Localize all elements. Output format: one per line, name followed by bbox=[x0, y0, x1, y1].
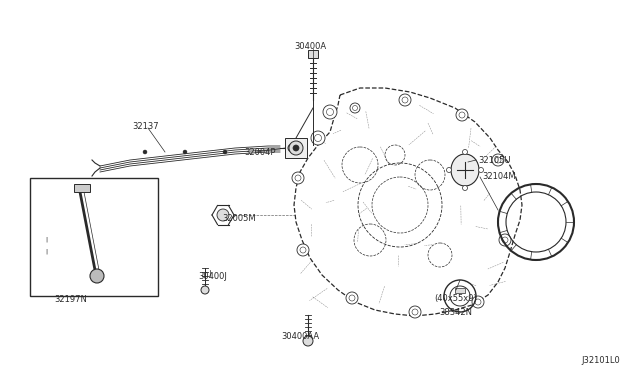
Circle shape bbox=[201, 286, 209, 294]
Text: 32197N: 32197N bbox=[54, 295, 87, 304]
Text: 32104M: 32104M bbox=[482, 172, 516, 181]
Circle shape bbox=[143, 150, 147, 154]
Circle shape bbox=[409, 306, 421, 318]
Bar bbox=[455, 288, 465, 293]
Circle shape bbox=[303, 336, 313, 346]
Circle shape bbox=[463, 150, 467, 154]
Text: 32005M: 32005M bbox=[222, 214, 255, 223]
Circle shape bbox=[90, 269, 104, 283]
Circle shape bbox=[463, 186, 467, 190]
Text: 30400AA: 30400AA bbox=[281, 332, 319, 341]
Circle shape bbox=[479, 167, 483, 173]
Bar bbox=[74, 184, 90, 192]
Circle shape bbox=[288, 144, 296, 152]
Circle shape bbox=[223, 150, 227, 154]
Circle shape bbox=[289, 141, 303, 155]
Ellipse shape bbox=[451, 154, 479, 186]
Bar bbox=[30, 178, 158, 296]
Circle shape bbox=[217, 209, 229, 221]
Text: |: | bbox=[42, 248, 48, 253]
Circle shape bbox=[297, 244, 309, 256]
Text: (40x55x9): (40x55x9) bbox=[435, 294, 477, 303]
Circle shape bbox=[492, 154, 504, 166]
Bar bbox=[308, 50, 318, 58]
Text: 38342N: 38342N bbox=[440, 308, 472, 317]
Text: J32101L0: J32101L0 bbox=[581, 356, 620, 365]
Circle shape bbox=[399, 94, 411, 106]
Text: 32004P: 32004P bbox=[244, 148, 275, 157]
Circle shape bbox=[323, 105, 337, 119]
Circle shape bbox=[293, 145, 299, 151]
Text: 30400J: 30400J bbox=[198, 272, 227, 281]
Text: 30400A: 30400A bbox=[294, 42, 326, 51]
Circle shape bbox=[456, 109, 468, 121]
Circle shape bbox=[292, 172, 304, 184]
Text: 32105U: 32105U bbox=[478, 156, 511, 165]
Text: 32137: 32137 bbox=[132, 122, 159, 131]
Circle shape bbox=[183, 150, 187, 154]
Circle shape bbox=[311, 131, 325, 145]
Bar bbox=[285, 138, 307, 158]
Circle shape bbox=[499, 234, 511, 246]
Circle shape bbox=[447, 167, 451, 173]
Circle shape bbox=[346, 292, 358, 304]
Circle shape bbox=[472, 296, 484, 308]
Circle shape bbox=[350, 103, 360, 113]
Text: |: | bbox=[42, 236, 48, 241]
